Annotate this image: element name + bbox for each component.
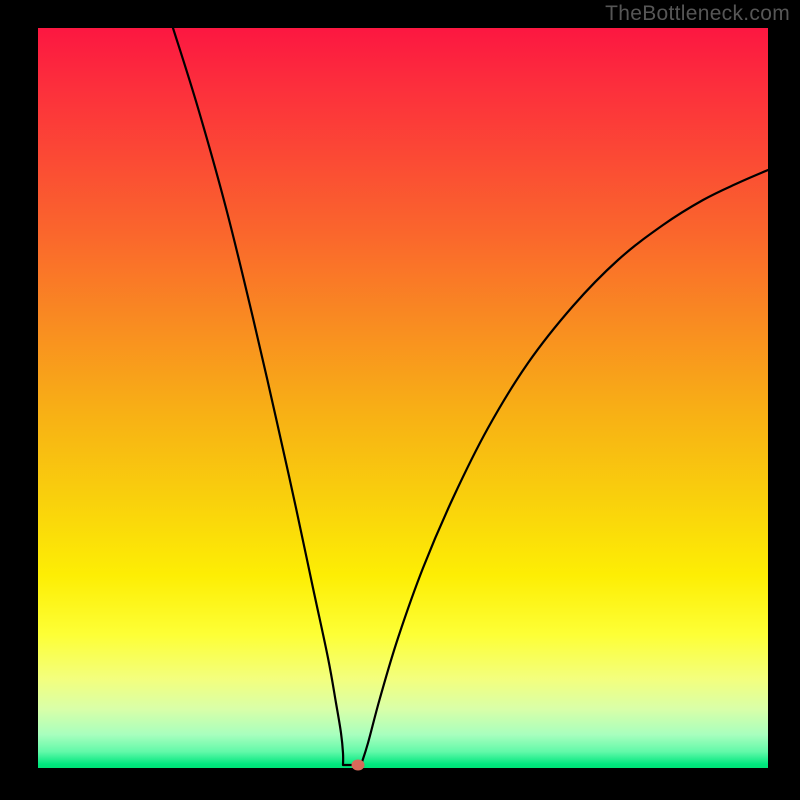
- watermark-text: TheBottleneck.com: [605, 2, 790, 26]
- curve-layer: [38, 28, 768, 768]
- plot-area: [38, 28, 768, 768]
- bottleneck-curve: [173, 28, 768, 765]
- optimum-marker-icon: [352, 760, 365, 771]
